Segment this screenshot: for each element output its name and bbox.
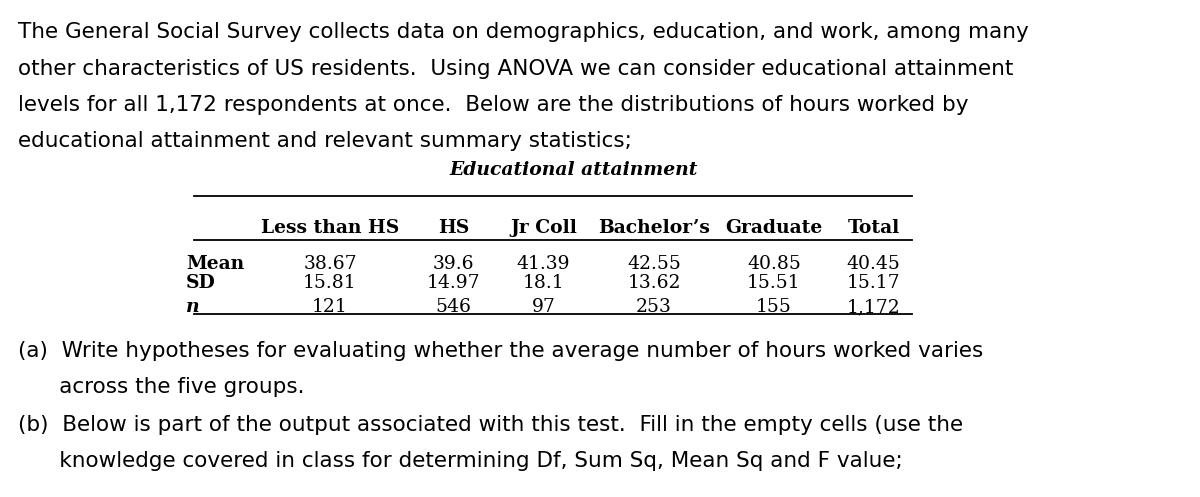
Text: 18.1: 18.1 — [523, 274, 564, 292]
Text: Graduate: Graduate — [725, 219, 823, 237]
Text: Jr Coll: Jr Coll — [510, 219, 577, 237]
Text: n: n — [186, 298, 199, 316]
Text: 15.81: 15.81 — [304, 274, 356, 292]
Text: educational attainment and relevant summary statistics;: educational attainment and relevant summ… — [18, 131, 632, 151]
Text: Educational attainment: Educational attainment — [450, 161, 697, 179]
Text: across the five groups.: across the five groups. — [18, 377, 305, 397]
Text: 97: 97 — [532, 298, 556, 316]
Text: (b)  Below is part of the output associated with this test.  Fill in the empty c: (b) Below is part of the output associat… — [18, 415, 964, 435]
Text: 1,172: 1,172 — [847, 298, 900, 316]
Text: 38.67: 38.67 — [304, 255, 356, 273]
Text: 42.55: 42.55 — [628, 255, 680, 273]
Text: (a)  Write hypotheses for evaluating whether the average number of hours worked : (a) Write hypotheses for evaluating whet… — [18, 341, 983, 361]
Text: 40.45: 40.45 — [847, 255, 900, 273]
Text: Mean: Mean — [186, 255, 245, 273]
Text: 253: 253 — [636, 298, 672, 316]
Text: 546: 546 — [436, 298, 472, 316]
Text: 39.6: 39.6 — [433, 255, 474, 273]
Text: 40.85: 40.85 — [748, 255, 800, 273]
Text: 15.51: 15.51 — [748, 274, 800, 292]
Text: 121: 121 — [312, 298, 348, 316]
Text: Total: Total — [847, 219, 900, 237]
Text: HS: HS — [438, 219, 469, 237]
Text: 41.39: 41.39 — [517, 255, 570, 273]
Text: 13.62: 13.62 — [628, 274, 680, 292]
Text: Bachelor’s: Bachelor’s — [598, 219, 710, 237]
Text: SD: SD — [186, 274, 216, 292]
Text: knowledge covered in class for determining Df, Sum Sq, Mean Sq and F value;: knowledge covered in class for determini… — [18, 451, 902, 471]
Text: levels for all 1,172 respondents at once.  Below are the distributions of hours : levels for all 1,172 respondents at once… — [18, 95, 968, 115]
Text: Less than HS: Less than HS — [260, 219, 400, 237]
Text: 155: 155 — [756, 298, 792, 316]
Text: other characteristics of US residents.  Using ANOVA we can consider educational : other characteristics of US residents. U… — [18, 59, 1013, 79]
Text: The General Social Survey collects data on demographics, education, and work, am: The General Social Survey collects data … — [18, 22, 1028, 42]
Text: 15.17: 15.17 — [847, 274, 900, 292]
Text: 14.97: 14.97 — [427, 274, 480, 292]
